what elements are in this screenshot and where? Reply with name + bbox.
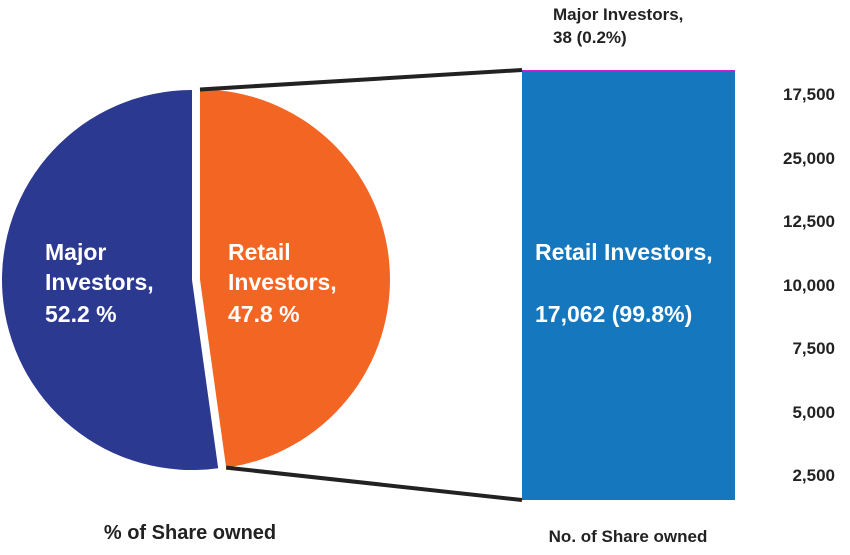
- slice-value-label: 47.8 %: [228, 301, 300, 327]
- bar-value-label: 17,062 (99.8%): [535, 301, 693, 327]
- y-tick-label: 12,500: [783, 212, 835, 231]
- pie-slice: [199, 89, 390, 468]
- bar-value-label: 38 (0.2%): [553, 28, 627, 47]
- x-axis-label: % of Share owned: [103, 522, 277, 544]
- connector-line: [225, 465, 523, 502]
- bar-segment: [522, 70, 735, 500]
- y-tick-label: 25,000: [783, 148, 835, 168]
- slice-label: Major Investors,: [45, 239, 154, 295]
- bar-segment: [522, 70, 735, 71]
- y-tick-label: 7,500: [792, 339, 835, 358]
- bar-label: Major Investors,: [553, 5, 684, 24]
- y-tick-label: 2,500: [792, 466, 835, 485]
- x-axis-label: No. of Share owned: [548, 527, 708, 546]
- slice-label: Retail Investors,: [228, 239, 337, 295]
- connector-line: [199, 68, 523, 92]
- pie-slice: [2, 90, 219, 470]
- y-tick-label: 5,000: [792, 402, 835, 422]
- slice-value-label: 52.2 %: [45, 301, 117, 327]
- y-tick-label: 17,500: [783, 85, 835, 104]
- y-tick-label: 10,000: [783, 275, 835, 295]
- bar-label: Retail Investors,: [535, 239, 713, 265]
